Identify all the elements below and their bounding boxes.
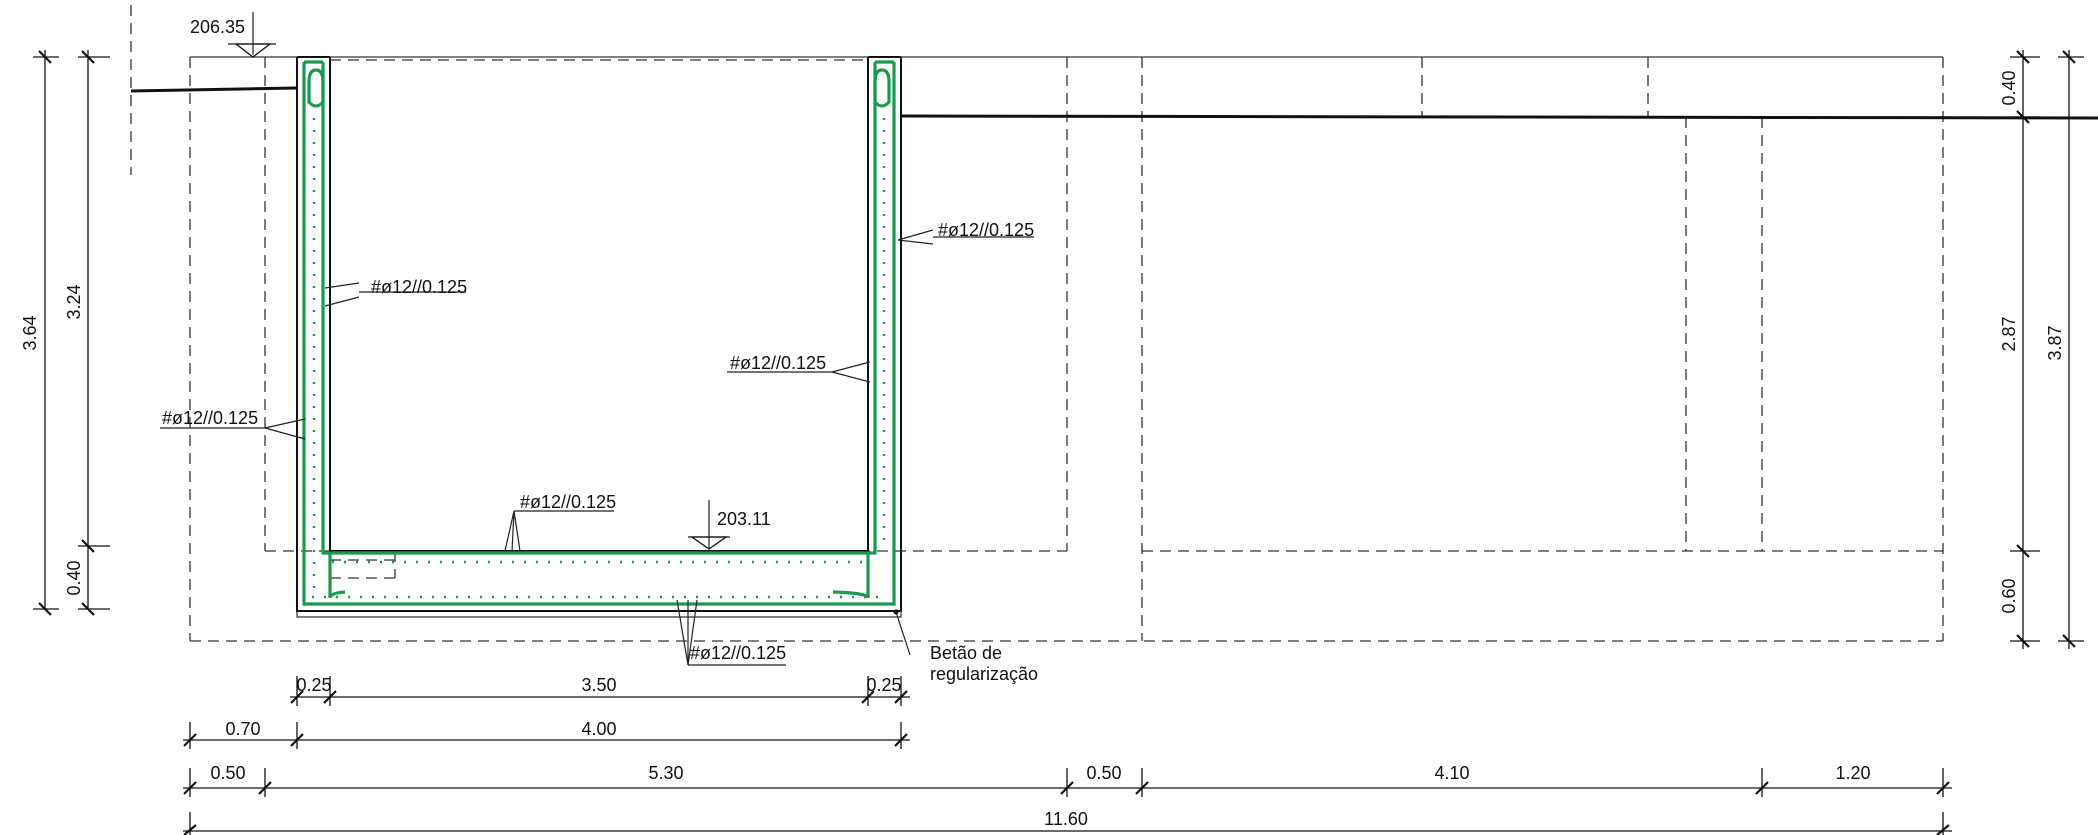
dim-h-offset: 0.70 (225, 719, 260, 739)
ground-lines (130, 56, 2098, 120)
rebar-label-left-outer: #ø12//0.125 (162, 408, 258, 428)
rebar-label-slab-bottom: #ø12//0.125 (690, 643, 786, 663)
level-marker-bottom: 203.11 (688, 500, 771, 550)
dim-right-total: 3.87 (2045, 325, 2065, 360)
dim-right-bottom: 0.60 (1999, 578, 2019, 613)
top-level-label: 206.35 (190, 17, 245, 37)
bottom-level-label: 203.11 (717, 509, 771, 529)
dim-h-total: 11.60 (1044, 809, 1088, 829)
rebar-callouts: #ø12//0.125 #ø12//0.125 #ø12//0.125 #ø12… (160, 220, 1038, 684)
dim-right-mid: 2.87 (1999, 316, 2019, 351)
rebar-label-slab-top: #ø12//0.125 (520, 492, 616, 512)
dim-h-outer: 4.00 (581, 719, 616, 739)
rebar-label-right-inner: #ø12//0.125 (730, 353, 826, 373)
dimensions-right: 0.40 2.87 0.60 3.87 (1999, 50, 2084, 649)
dim-left-wall: 3.24 (64, 284, 84, 319)
dimensions-bottom: 0.25 3.50 0.25 0.70 4.00 0.50 5.30 0.50 … (183, 675, 1952, 835)
dim-h-wall-left: 0.25 (296, 675, 331, 695)
rebar-label-right-outer: #ø12//0.125 (938, 220, 1034, 240)
reinforcement (302, 60, 896, 606)
excavation-outline (130, 5, 1944, 642)
dim-h-wall-right: 0.25 (866, 675, 901, 695)
dim-h-seg1: 0.50 (210, 763, 245, 783)
dim-h-seg4: 4.10 (1434, 763, 1469, 783)
dim-h-inner: 3.50 (581, 675, 616, 695)
dim-h-seg3: 0.50 (1086, 763, 1121, 783)
concrete-channel (296, 56, 902, 618)
rebar-label-left-inner: #ø12//0.125 (371, 277, 467, 297)
dimensions-left: 3.64 3.24 0.40 (20, 50, 110, 616)
blinding-note-line2: regularização (930, 664, 1038, 684)
dim-h-seg5: 1.20 (1835, 763, 1870, 783)
dim-left-total: 3.64 (20, 315, 40, 350)
level-marker-top: 206.35 (190, 12, 276, 58)
blinding-note-line1: Betão de (930, 643, 1002, 663)
dim-h-seg2: 5.30 (648, 763, 683, 783)
dim-right-top: 0.40 (1999, 70, 2019, 105)
dim-left-slab: 0.40 (64, 560, 84, 595)
